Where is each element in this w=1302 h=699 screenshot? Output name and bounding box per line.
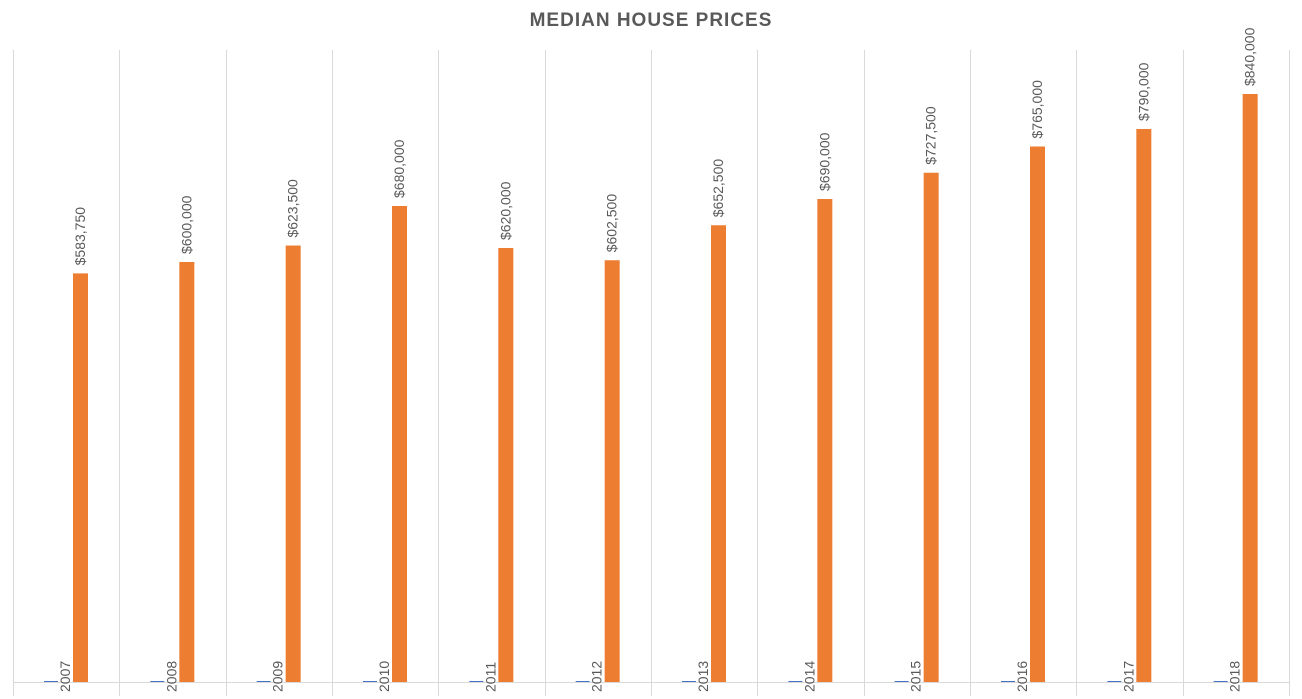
bar-series-2 — [498, 248, 514, 682]
category-label: 2010 — [376, 661, 392, 692]
bar-series-1 — [894, 681, 909, 682]
bar-series-2 — [392, 206, 407, 682]
data-label: $600,000 — [178, 195, 194, 254]
bar-series-2 — [1030, 146, 1045, 682]
bar-series-2 — [604, 260, 620, 682]
data-label: $690,000 — [816, 132, 832, 191]
bar-series-1 — [256, 681, 271, 682]
chart-title: MEDIAN HOUSE PRICES — [529, 10, 773, 31]
category-label: 2017 — [1120, 661, 1136, 692]
data-label: $840,000 — [1242, 27, 1258, 86]
category-label: 2008 — [163, 661, 179, 692]
bar-series-1 — [1213, 681, 1228, 682]
bar-series-2 — [73, 273, 88, 682]
bar-series-2 — [923, 172, 939, 682]
data-label: $790,000 — [1135, 62, 1151, 121]
bar-series-1 — [469, 681, 484, 682]
bar-series-1 — [363, 681, 377, 682]
category-label: 2011 — [482, 662, 498, 692]
bar-series-2 — [817, 199, 833, 682]
bar-series-2 — [1242, 94, 1258, 682]
data-label: $680,000 — [391, 139, 407, 198]
bar-series-1 — [575, 681, 590, 682]
data-label: $765,000 — [1029, 80, 1045, 139]
category-label: 2015 — [908, 661, 924, 692]
data-label: $583,750 — [72, 207, 88, 266]
chart-marks: 2007 $583,750 2008 $600,000 2009 $623,500 2010… — [44, 27, 1258, 692]
data-label: $652,500 — [710, 159, 726, 218]
category-label: 2012 — [589, 661, 605, 692]
bar-series-1 — [44, 681, 58, 682]
gridlines — [13, 50, 1290, 696]
bar-series-2 — [285, 245, 301, 683]
bar-series-1 — [682, 681, 696, 682]
category-label: 2014 — [801, 661, 817, 692]
data-label: $620,000 — [497, 181, 513, 240]
category-label: 2013 — [695, 661, 711, 692]
data-label: $623,500 — [285, 179, 301, 238]
bar-series-1 — [1107, 681, 1122, 682]
category-label: 2009 — [270, 661, 286, 692]
data-label: $602,500 — [604, 194, 620, 253]
bar-series-2 — [179, 262, 195, 682]
data-label: $727,500 — [923, 106, 939, 165]
bar-series-1 — [150, 681, 165, 682]
bar-series-1 — [788, 681, 803, 682]
category-label: 2018 — [1227, 661, 1243, 692]
category-label: 2016 — [1014, 661, 1030, 692]
category-label: 2007 — [57, 661, 73, 692]
bar-series-2 — [1136, 129, 1152, 682]
bar-series-1 — [1001, 681, 1015, 682]
bar-series-2 — [711, 225, 726, 682]
